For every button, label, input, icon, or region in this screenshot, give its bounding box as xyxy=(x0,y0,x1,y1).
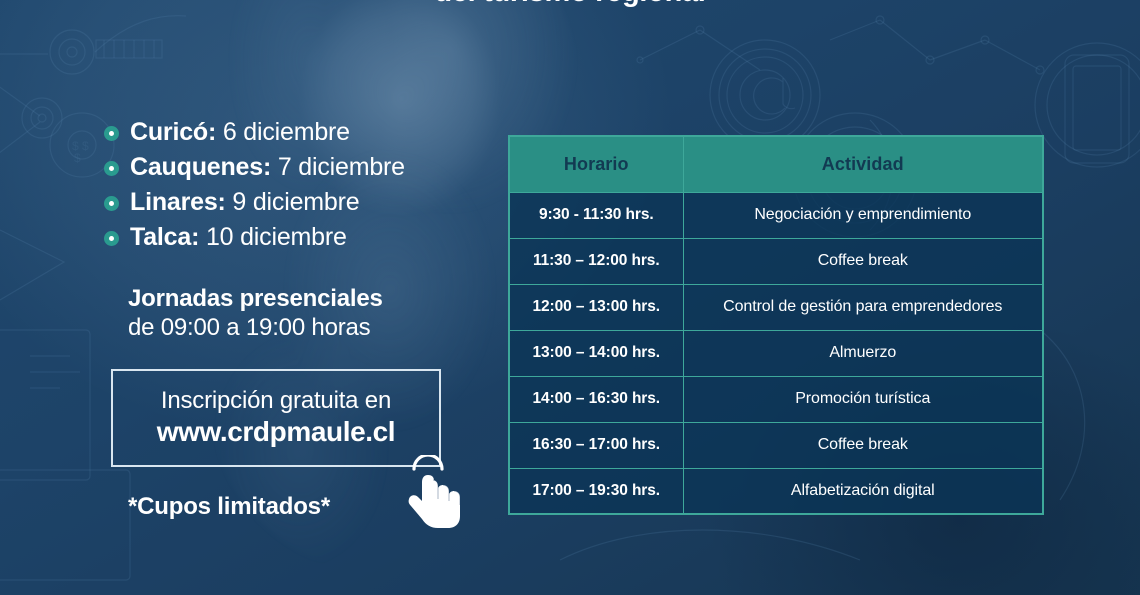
pointing-hand-cursor-icon xyxy=(404,453,466,533)
cell-activity: Negociación y emprendimiento xyxy=(682,191,1044,239)
bullet-icon xyxy=(104,126,119,141)
bullet-icon xyxy=(104,231,119,246)
cell-time: 16:30 – 17:00 hrs. xyxy=(508,421,684,469)
cell-activity: Alfabetización digital xyxy=(682,467,1044,515)
registration-label: Inscripción gratuita en xyxy=(160,386,392,414)
column-header-horario: Horario xyxy=(508,135,684,193)
registration-url[interactable]: www.crdpmaule.cl xyxy=(156,416,396,448)
agenda-table-body: 9:30 - 11:30 hrs. Negociación y emprendi… xyxy=(508,191,1044,515)
cell-activity: Coffee break xyxy=(682,237,1044,285)
limited-seats-note: *Cupos limitados* xyxy=(128,492,330,520)
agenda-table-head: Horario Actividad xyxy=(508,135,1044,193)
table-row: 14:00 – 16:30 hrs. Promoción turística xyxy=(508,375,1044,423)
cell-time: 17:00 – 19:30 hrs. xyxy=(508,467,684,515)
schedule-note: Jornadas presenciales de 09:00 a 19:00 h… xyxy=(128,284,484,343)
table-row: 11:30 – 12:00 hrs. Coffee break xyxy=(508,237,1044,285)
agenda-table: Horario Actividad 9:30 - 11:30 hrs. Nego… xyxy=(508,135,1044,515)
city-name: Cauquenes: xyxy=(130,153,272,181)
cell-time: 12:00 – 13:00 hrs. xyxy=(508,283,684,331)
city-entry: Curicó: 6 diciembre xyxy=(130,118,350,147)
city-entry: Linares: 9 diciembre xyxy=(130,188,360,217)
column-header-actividad: Actividad xyxy=(682,135,1044,193)
svg-text:$: $ xyxy=(74,151,81,165)
table-row: 12:00 – 13:00 hrs. Control de gestión pa… xyxy=(508,283,1044,331)
cell-time: 11:30 – 12:00 hrs. xyxy=(508,237,684,285)
cell-activity: Almuerzo xyxy=(682,329,1044,377)
bullet-icon xyxy=(104,196,119,211)
list-item: Talca: 10 diciembre xyxy=(104,223,484,252)
cell-activity: Promoción turística xyxy=(682,375,1044,423)
cell-time: 9:30 - 11:30 hrs. xyxy=(508,191,684,239)
table-header-row: Horario Actividad xyxy=(508,135,1044,193)
cell-activity: Coffee break xyxy=(682,421,1044,469)
table-row: 16:30 – 17:00 hrs. Coffee break xyxy=(508,421,1044,469)
city-name: Curicó: xyxy=(130,118,217,146)
table-row: 9:30 - 11:30 hrs. Negociación y emprendi… xyxy=(508,191,1044,239)
page-title: del turismo regional xyxy=(0,0,1140,7)
cell-time: 14:00 – 16:30 hrs. xyxy=(508,375,684,423)
list-item: Cauquenes: 7 diciembre xyxy=(104,153,484,182)
cell-time: 13:00 – 14:00 hrs. xyxy=(508,329,684,377)
city-date: 9 diciembre xyxy=(232,188,360,216)
city-date-list: Curicó: 6 diciembre Cauquenes: 7 diciemb… xyxy=(104,118,484,252)
table-row: 13:00 – 14:00 hrs. Almuerzo xyxy=(508,329,1044,377)
schedule-note-line2: de 09:00 a 19:00 horas xyxy=(128,314,371,342)
list-item: Linares: 9 diciembre xyxy=(104,188,484,217)
city-entry: Talca: 10 diciembre xyxy=(130,223,347,252)
bullet-icon xyxy=(104,161,119,176)
list-item: Curicó: 6 diciembre xyxy=(104,118,484,147)
city-date: 6 diciembre xyxy=(222,118,350,146)
left-content-column: Curicó: 6 diciembre Cauquenes: 7 diciemb… xyxy=(104,118,484,521)
schedule-note-line1: Jornadas presenciales xyxy=(128,285,383,312)
city-date: 7 diciembre xyxy=(277,153,405,181)
city-name: Talca: xyxy=(130,223,200,251)
city-entry: Cauquenes: 7 diciembre xyxy=(130,153,405,182)
city-date: 10 diciembre xyxy=(205,223,347,251)
cell-activity: Control de gestión para emprendedores xyxy=(682,283,1044,331)
svg-text:$ $: $ $ xyxy=(72,139,89,153)
table-row: 17:00 – 19:30 hrs. Alfabetización digita… xyxy=(508,467,1044,515)
registration-box[interactable]: Inscripción gratuita en www.crdpmaule.cl xyxy=(111,368,441,467)
city-name: Linares: xyxy=(130,188,226,216)
